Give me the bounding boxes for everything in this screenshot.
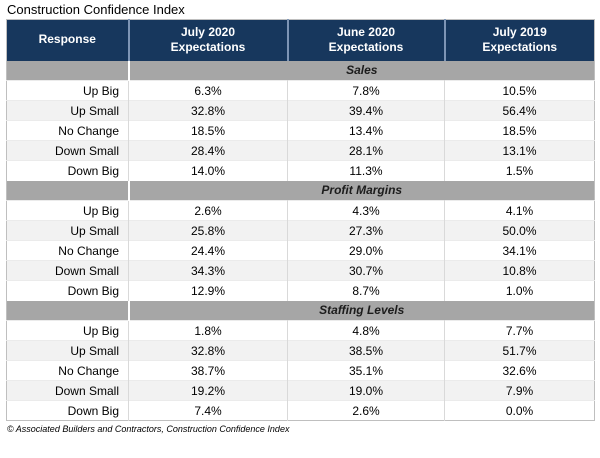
response-cell: Up Big: [6, 200, 129, 221]
value-cell: 18.5%: [444, 120, 595, 141]
section-band-spacer: [6, 300, 130, 321]
table-header: Response July 2020 Expectations June 202…: [6, 19, 595, 61]
section-band-sales: Sales: [6, 60, 595, 81]
value-cell: 1.5%: [444, 160, 595, 181]
response-cell: No Change: [6, 360, 129, 381]
value-cell: 7.7%: [444, 320, 595, 341]
value-cell: 25.8%: [128, 220, 288, 241]
table-row: Down Big 14.0% 11.3% 1.5%: [6, 160, 595, 181]
value-cell: 56.4%: [444, 100, 595, 121]
value-cell: 2.6%: [287, 400, 445, 421]
value-cell: 24.4%: [128, 240, 288, 261]
value-cell: 18.5%: [128, 120, 288, 141]
page-title: Construction Confidence Index: [7, 2, 185, 17]
section-band-spacer: [6, 60, 130, 81]
value-cell: 27.3%: [287, 220, 445, 241]
table-row: Down Small 34.3% 30.7% 10.8%: [6, 260, 595, 281]
table-row: No Change 38.7% 35.1% 32.6%: [6, 360, 595, 381]
response-cell: Up Small: [6, 100, 129, 121]
value-cell: 1.0%: [444, 280, 595, 301]
page: Construction Confidence Index Response J…: [6, 2, 595, 434]
table-row: No Change 18.5% 13.4% 18.5%: [6, 120, 595, 141]
value-cell: 32.8%: [128, 100, 288, 121]
value-cell: 6.3%: [128, 80, 288, 101]
response-cell: Down Big: [6, 160, 129, 181]
response-cell: Down Big: [6, 400, 129, 421]
value-cell: 8.7%: [287, 280, 445, 301]
value-cell: 10.8%: [444, 260, 595, 281]
response-cell: Up Big: [6, 320, 129, 341]
table-row: No Change 24.4% 29.0% 34.1%: [6, 240, 595, 261]
value-cell: 13.4%: [287, 120, 445, 141]
response-cell: Down Big: [6, 280, 129, 301]
value-cell: 50.0%: [444, 220, 595, 241]
section-label: Staffing Levels: [128, 300, 595, 321]
col-header-july-2020: July 2020 Expectations: [127, 19, 288, 61]
col-header-july-2019: July 2019 Expectations: [443, 19, 595, 61]
value-cell: 1.8%: [128, 320, 288, 341]
value-cell: 30.7%: [287, 260, 445, 281]
response-cell: Down Small: [6, 140, 129, 161]
col-header-response: Response: [6, 19, 129, 61]
value-cell: 38.5%: [287, 340, 445, 361]
table-row: Down Big 7.4% 2.6% 0.0%: [6, 400, 595, 421]
section-label: Sales: [128, 60, 595, 81]
table-row: Up Big 2.6% 4.3% 4.1%: [6, 200, 595, 221]
value-cell: 4.1%: [444, 200, 595, 221]
value-cell: 0.0%: [444, 400, 595, 421]
response-cell: Up Small: [6, 340, 129, 361]
value-cell: 28.1%: [287, 140, 445, 161]
response-cell: Up Big: [6, 80, 129, 101]
value-cell: 19.0%: [287, 380, 445, 401]
table-row: Up Big 6.3% 7.8% 10.5%: [6, 80, 595, 101]
value-cell: 32.6%: [444, 360, 595, 381]
table-row: Up Small 25.8% 27.3% 50.0%: [6, 220, 595, 241]
value-cell: 28.4%: [128, 140, 288, 161]
value-cell: 4.8%: [287, 320, 445, 341]
value-cell: 13.1%: [444, 140, 595, 161]
response-cell: Down Small: [6, 260, 129, 281]
response-cell: No Change: [6, 120, 129, 141]
response-cell: Down Small: [6, 380, 129, 401]
value-cell: 7.8%: [287, 80, 445, 101]
value-cell: 11.3%: [287, 160, 445, 181]
value-cell: 7.4%: [128, 400, 288, 421]
value-cell: 12.9%: [128, 280, 288, 301]
value-cell: 35.1%: [287, 360, 445, 381]
table-row: Up Small 32.8% 39.4% 56.4%: [6, 100, 595, 121]
table-row: Up Small 32.8% 38.5% 51.7%: [6, 340, 595, 361]
value-cell: 7.9%: [444, 380, 595, 401]
table-row: Up Big 1.8% 4.8% 7.7%: [6, 320, 595, 341]
value-cell: 34.1%: [444, 240, 595, 261]
response-cell: No Change: [6, 240, 129, 261]
section-band-spacer: [6, 180, 130, 201]
value-cell: 19.2%: [128, 380, 288, 401]
response-cell: Up Small: [6, 220, 129, 241]
table-row: Down Big 12.9% 8.7% 1.0%: [6, 280, 595, 301]
value-cell: 38.7%: [128, 360, 288, 381]
value-cell: 14.0%: [128, 160, 288, 181]
section-band-profit-margins: Profit Margins: [6, 180, 595, 201]
value-cell: 29.0%: [287, 240, 445, 261]
header-row: Response July 2020 Expectations June 202…: [6, 19, 595, 61]
table-row: Down Small 28.4% 28.1% 13.1%: [6, 140, 595, 161]
section-label: Profit Margins: [128, 180, 595, 201]
value-cell: 34.3%: [128, 260, 288, 281]
table-row: Down Small 19.2% 19.0% 7.9%: [6, 380, 595, 401]
value-cell: 4.3%: [287, 200, 445, 221]
confidence-table: Response July 2020 Expectations June 202…: [6, 19, 595, 421]
section-band-staffing-levels: Staffing Levels: [6, 300, 595, 321]
value-cell: 10.5%: [444, 80, 595, 101]
value-cell: 2.6%: [128, 200, 288, 221]
source-attribution: © Associated Builders and Contractors, C…: [7, 424, 290, 434]
value-cell: 51.7%: [444, 340, 595, 361]
value-cell: 32.8%: [128, 340, 288, 361]
col-header-june-2020: June 2020 Expectations: [286, 19, 445, 61]
value-cell: 39.4%: [287, 100, 445, 121]
